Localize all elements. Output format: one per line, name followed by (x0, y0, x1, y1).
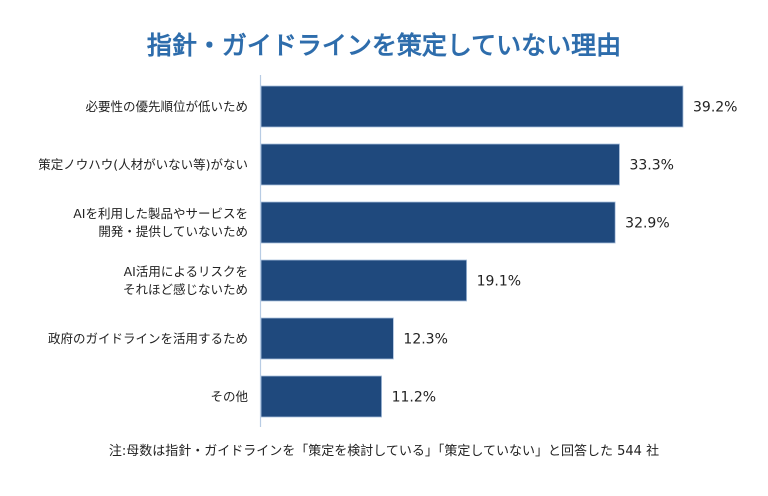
bar (260, 143, 620, 186)
value-label: 12.3% (403, 332, 447, 348)
category-label-line: それほど感じないため (123, 282, 248, 297)
category-label: AI活用によるリスクをそれほど感じないため (123, 264, 248, 297)
category-label: その他 (210, 389, 248, 404)
category-label-line: 必要性の優先順位が低いため (85, 99, 248, 114)
chart-title: 指針・ガイドラインを策定していない理由 (146, 31, 622, 60)
value-labels: 39.2% 33.3% 32.9% 19.1% 12.3% 11.2% (392, 100, 738, 406)
category-label: 策定ノウハウ(人材がいない等)がない (38, 157, 248, 172)
value-label: 32.9% (625, 216, 669, 232)
category-label-line: AIを利用した製品やサービスを (73, 206, 248, 221)
bar (260, 317, 394, 360)
value-label: 33.3% (629, 158, 673, 174)
bar (260, 85, 684, 128)
category-label-line: AI活用によるリスクを (124, 264, 248, 279)
category-label: AIを利用した製品やサービスを開発・提供していないため (73, 206, 248, 239)
category-label-line: その他 (210, 389, 248, 404)
value-label: 11.2% (392, 390, 436, 406)
category-label: 必要性の優先順位が低いため (85, 99, 248, 114)
bar (260, 375, 382, 418)
category-label-line: 開発・提供していないため (98, 224, 248, 239)
category-label: 政府のガイドラインを活用するため (48, 331, 248, 346)
bar (260, 201, 616, 244)
value-label: 19.1% (477, 274, 521, 290)
value-label: 39.2% (693, 100, 737, 116)
bar (260, 259, 468, 302)
category-label-line: 政府のガイドラインを活用するため (48, 331, 248, 346)
footnote: 注:母数は指針・ガイドラインを「策定を検討している」「策定していない」と回答した… (108, 444, 660, 459)
category-label-line: 策定ノウハウ(人材がいない等)がない (38, 157, 248, 172)
bars-layer (260, 85, 684, 418)
